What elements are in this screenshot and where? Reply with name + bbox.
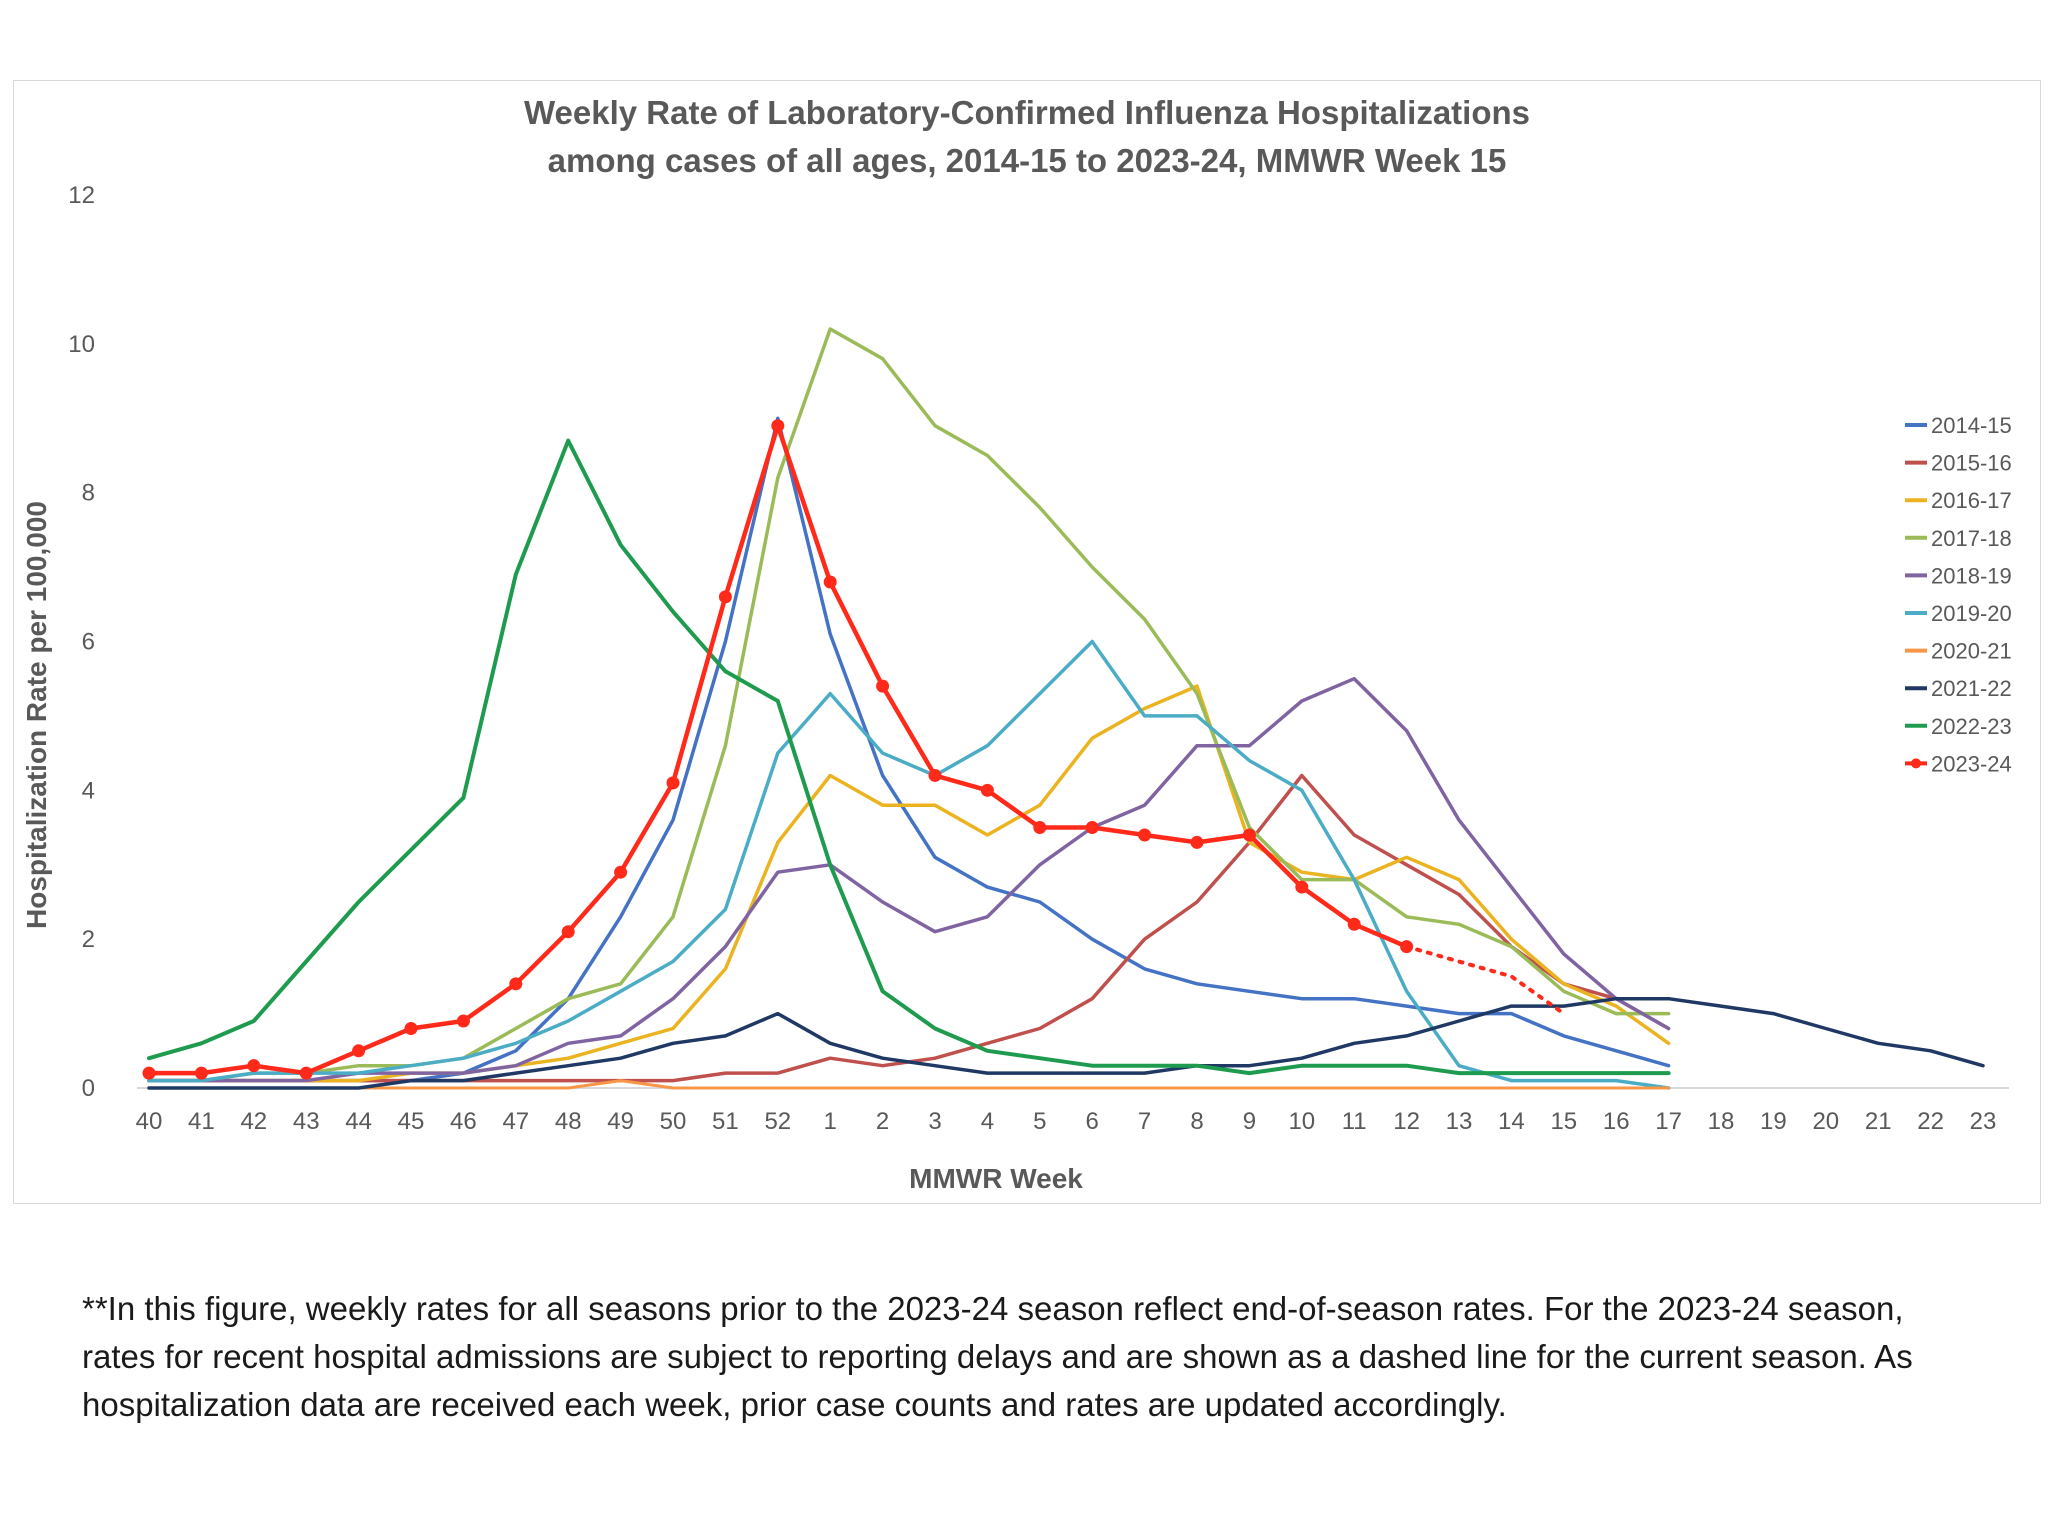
data-point-2023-24 [509,977,523,991]
data-point-2023-24 [876,679,890,693]
data-point-2023-24 [823,575,837,589]
x-tick-label: 20 [1812,1108,1839,1135]
x-tick-label: 2 [876,1108,889,1135]
x-tick-label: 13 [1446,1108,1473,1135]
x-tick-label: 52 [764,1108,791,1135]
x-tick-label: 46 [450,1108,477,1135]
x-tick-label: 40 [136,1108,163,1135]
data-point-2023-24 [1085,821,1099,835]
legend-label-2020-21: 2020-21 [1931,639,2012,664]
data-point-2023-24 [247,1059,261,1073]
y-tick-label: 10 [68,331,95,358]
series-line-2022-23 [147,438,1671,1076]
series-line-2021-22 [147,996,1985,1090]
legend-label-2017-18: 2017-18 [1931,526,2012,551]
data-point-2023-24 [980,783,994,797]
legend-label-2022-23: 2022-23 [1931,714,2012,739]
data-point-2023-24 [1033,821,1047,835]
data-point-2023-24 [352,1044,366,1058]
x-tick-label: 22 [1917,1108,1944,1135]
x-tick-label: 23 [1970,1108,1997,1135]
x-tick-label: 8 [1190,1108,1203,1135]
x-tick-label: 16 [1603,1108,1630,1135]
x-tick-label: 48 [555,1108,582,1135]
series-line-2017-18 [147,327,1671,1083]
data-point-2023-24 [1295,880,1309,894]
legend-marker-2023-24 [1911,758,1921,769]
y-tick-label: 12 [68,182,95,209]
x-tick-label: 5 [1033,1108,1046,1135]
y-tick-label: 0 [82,1075,95,1102]
x-tick-label: 10 [1288,1108,1315,1135]
x-tick-label: 51 [712,1108,739,1135]
x-tick-label: 4 [981,1108,994,1135]
x-tick-label: 9 [1243,1108,1256,1135]
x-tick-label: 6 [1086,1108,1099,1135]
legend-label-2014-15: 2014-15 [1931,413,2012,438]
x-tick-label: 43 [293,1108,320,1135]
series-line-2014-15 [147,416,1671,1083]
x-tick-label: 19 [1760,1108,1787,1135]
data-point-2023-24 [194,1066,208,1080]
x-tick-label: 17 [1655,1108,1682,1135]
series-line-2019-20 [147,639,1671,1090]
legend-label-2016-17: 2016-17 [1931,488,2012,513]
footnote: **In this figure, weekly rates for all s… [82,1290,1913,1423]
data-point-2023-24 [1347,917,1361,931]
chart-title-line-2: among cases of all ages, 2014-15 to 2023… [548,142,1507,179]
x-tick-label: 45 [398,1108,425,1135]
data-point-2023-24 [718,590,732,604]
x-tick-label: 42 [240,1108,267,1135]
legend-label-2021-22: 2021-22 [1931,676,2012,701]
x-tick-label: 3 [928,1108,941,1135]
series-line-2023-24-dashed [1404,944,1566,1016]
chart-title-line-1: Weekly Rate of Laboratory-Confirmed Infl… [524,94,1530,131]
y-axis-label: Hospitalization Rate per 100,000 [21,501,52,929]
x-tick-label: 12 [1393,1108,1420,1135]
series-line-2015-16 [147,773,1671,1083]
x-tick-label: 44 [345,1108,372,1135]
legend-label-2023-24: 2023-24 [1931,751,2012,776]
data-point-2023-24 [299,1066,313,1080]
series-line-2018-19 [147,676,1671,1083]
x-tick-label: 1 [824,1108,837,1135]
x-tick-label: 49 [607,1108,634,1135]
x-tick-label: 14 [1498,1108,1525,1135]
data-point-2023-24 [1242,828,1256,842]
y-tick-label: 2 [82,926,95,953]
y-tick-label: 8 [82,480,95,507]
y-tick-label: 6 [82,629,95,656]
legend-label-2018-19: 2018-19 [1931,563,2012,588]
x-tick-label: 11 [1342,1108,1367,1135]
data-point-2023-24 [614,865,628,879]
data-point-2023-24 [666,776,680,790]
data-point-2023-24 [142,1066,156,1080]
x-tick-label: 21 [1865,1108,1892,1135]
x-tick-label: 41 [188,1108,215,1135]
x-tick-label: 18 [1708,1108,1735,1135]
legend-label-2015-16: 2015-16 [1931,451,2012,476]
data-point-2023-24 [1138,828,1152,842]
series-line-2020-21 [147,1079,1671,1090]
x-tick-label: 7 [1138,1108,1151,1135]
legend: 2014-15 2015-16 2016-17 2017-18 2018-19 2019-… [1905,413,2012,776]
data-point-2023-24 [1190,835,1204,849]
x-tick-label: 15 [1550,1108,1577,1135]
x-tick-label: 50 [660,1108,687,1135]
data-point-2023-24 [561,925,575,939]
data-point-2023-24 [404,1021,418,1035]
x-tick-label: 47 [502,1108,529,1135]
chart-frame [13,80,2041,1204]
legend-label-2019-20: 2019-20 [1931,601,2012,626]
data-point-2023-24 [928,768,942,782]
data-point-2023-24 [771,419,785,433]
x-axis-label: MMWR Week [909,1163,1083,1194]
data-point-2023-24 [456,1014,470,1028]
data-point-2023-24 [1400,940,1414,954]
y-tick-label: 4 [82,777,95,804]
